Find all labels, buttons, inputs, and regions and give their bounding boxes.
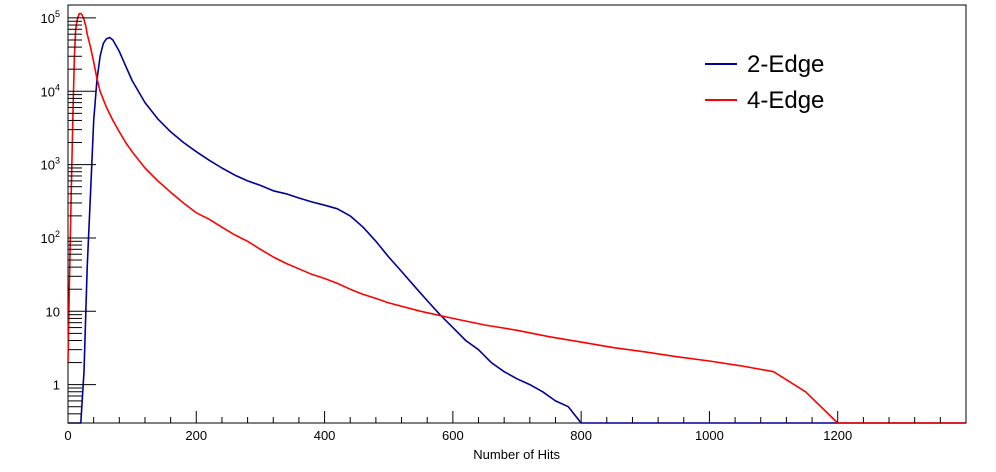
- y-tick-label: 104: [41, 82, 60, 99]
- y-tick-label: 103: [41, 156, 60, 173]
- y-tick-label: 105: [41, 9, 60, 26]
- x-tick-label: 1000: [695, 428, 724, 443]
- axis-layer: 0 200 400 600 800 1000 1200 1 10 102 103 104 105: [41, 9, 967, 443]
- x-tick-label: 400: [314, 428, 336, 443]
- series-line-1: [68, 36, 966, 424]
- x-tick-label: 1200: [823, 428, 852, 443]
- x-tick-label: 200: [185, 428, 207, 443]
- y-tick-label: 1: [53, 378, 60, 393]
- series-line-2: [67, 12, 966, 424]
- y-tick-label: 10: [46, 304, 60, 319]
- plot-frame: [67, 4, 967, 424]
- legend-label-1: 2-Edge: [747, 51, 824, 78]
- x-tick-label: 600: [442, 428, 464, 443]
- legend: 2-Edge 4-Edge: [705, 51, 824, 114]
- x-tick-label: 0: [64, 428, 71, 443]
- x-tick-label: 800: [570, 428, 592, 443]
- series-layer: [67, 12, 966, 424]
- x-axis-title: Number of Hits: [473, 447, 560, 462]
- legend-label-2: 4-Edge: [747, 87, 824, 114]
- y-tick-label: 102: [41, 229, 60, 246]
